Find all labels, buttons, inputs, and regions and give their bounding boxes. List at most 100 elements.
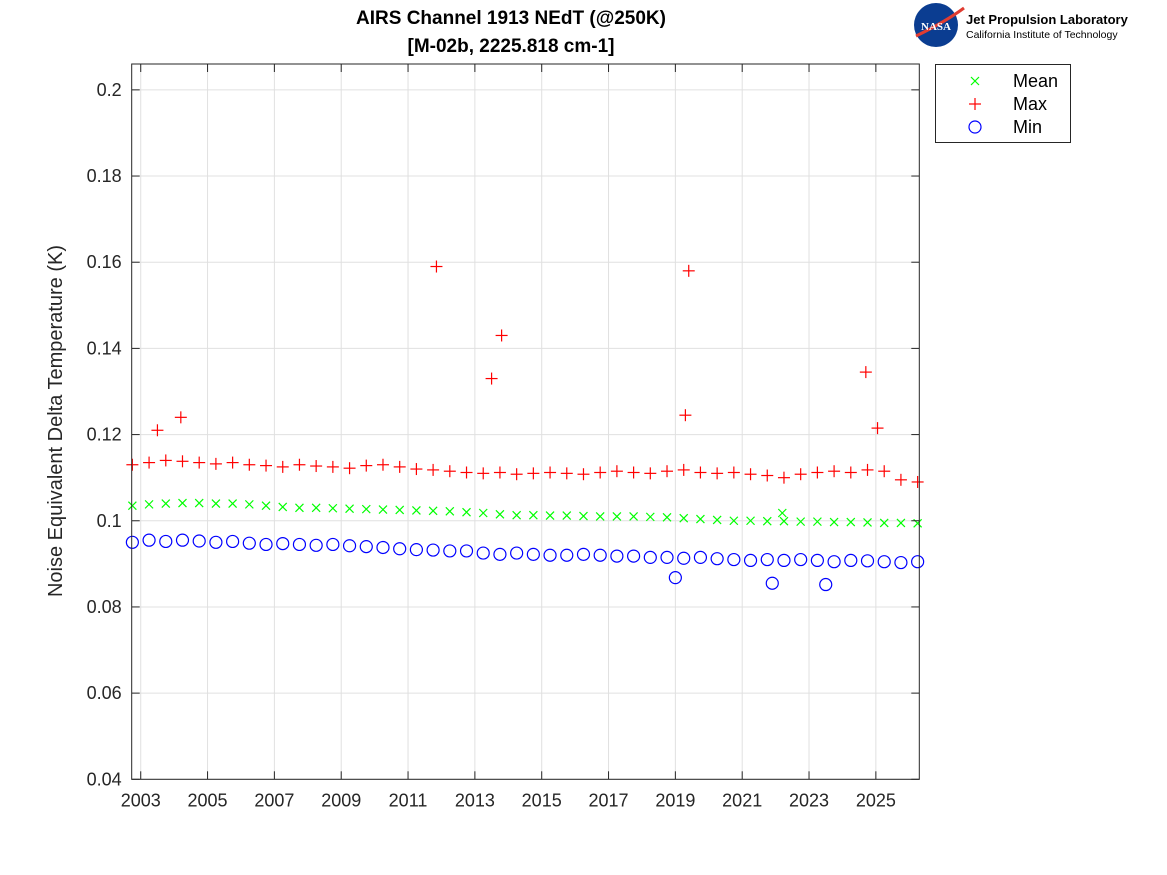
data-point-min [175,533,190,547]
data-point-min [226,534,240,549]
marker-stroke [595,512,605,521]
data-point-mean [244,499,254,509]
data-point-mean [295,503,304,513]
data-point-mean [863,518,872,527]
marker-stroke [378,505,388,514]
data-point-max [544,466,557,479]
data-point-max [276,460,289,473]
data-point-mean [829,517,839,527]
data-point-max [861,463,874,476]
marker-stroke [144,499,154,509]
data-point-min [860,554,875,568]
jpl-logo: NASA Jet Propulsion Laboratory Californi… [914,3,1129,47]
data-point-max [477,467,490,480]
series-max [126,260,924,488]
data-point-max [159,454,172,467]
data-point-min [459,544,474,558]
marker-stroke [729,516,739,526]
data-point-mean [144,499,154,509]
data-point-min [209,535,223,549]
data-point-min [727,552,741,567]
data-point-mean [178,498,187,508]
outlier-point-min [668,571,682,585]
data-point-min [677,551,691,565]
data-point-min [810,553,824,568]
marker-stroke [629,512,639,521]
data-point-max [226,456,239,469]
data-point-mean [679,513,689,523]
marker-stroke [278,502,288,512]
data-point-max [744,468,757,481]
data-point-min [393,542,407,556]
data-point-min [476,546,490,560]
data-point-mean [478,508,488,518]
data-point-max [644,467,657,480]
marker-stroke [662,512,672,522]
data-point-mean [562,511,572,521]
marker-stroke [178,498,187,508]
x-tick-label: 2003 [121,790,161,810]
data-point-max [143,456,156,469]
data-point-mean [345,504,354,514]
data-point-mean [579,511,588,521]
marker-stroke [127,501,137,511]
legend: Mean Max Min [935,64,1071,143]
data-point-mean [846,517,856,527]
data-point-mean [762,516,772,526]
data-point-max [460,466,473,479]
data-point-max [694,466,707,479]
x-tick-label: 2011 [389,790,428,810]
x-tick-label: 2013 [455,790,495,810]
data-point-max [894,473,907,486]
data-point-max [527,467,540,480]
data-point-mean [395,505,405,515]
data-point-min [426,543,440,557]
data-point-max [794,468,807,481]
data-point-mean [228,499,238,508]
data-point-min [259,537,273,552]
data-point-mean [712,515,722,525]
data-point-min [877,555,891,569]
plot-area [131,64,920,780]
data-point-mean [729,516,739,526]
x-tick-label: 2005 [188,790,228,810]
data-point-max [260,459,273,472]
data-point-max [711,467,724,480]
data-point-min [125,535,139,549]
x-tick-label: 2023 [789,790,829,810]
data-point-min [493,547,507,561]
data-point-mean [278,502,288,512]
data-point-max [594,466,607,479]
grid-lines [131,64,920,780]
data-point-min [593,548,607,562]
outlier-point-mean [777,508,787,518]
x-tick-label: 2009 [321,790,361,810]
data-point-max [777,471,790,484]
marker-stroke [746,516,755,526]
marker-stroke [712,515,722,525]
data-point-max [243,458,256,471]
data-point-max [844,466,857,479]
x-tick-label: 2019 [655,790,695,810]
y-tick-label: 0.08 [87,597,122,617]
jpl-subtitle: California Institute of Technology [966,29,1118,41]
marker-stroke [261,501,271,511]
data-point-mean [445,506,455,516]
series-mean [127,498,923,528]
data-point-min [326,537,340,552]
y-tick-label: 0.14 [87,338,122,358]
data-point-mean [796,517,806,527]
data-point-mean [595,512,605,521]
marker-stroke [829,517,839,527]
marker-stroke [612,512,622,521]
jpl-name: Jet Propulsion Laboratory [966,12,1129,27]
data-point-max [293,458,306,471]
data-point-min [526,547,540,561]
marker-stroke [913,518,923,528]
data-point-mean [378,505,388,514]
nasa-swoosh-icon [915,6,965,38]
data-point-max [326,460,339,473]
data-point-min [342,539,357,553]
marker-stroke [863,518,872,527]
marker-stroke [796,517,806,527]
